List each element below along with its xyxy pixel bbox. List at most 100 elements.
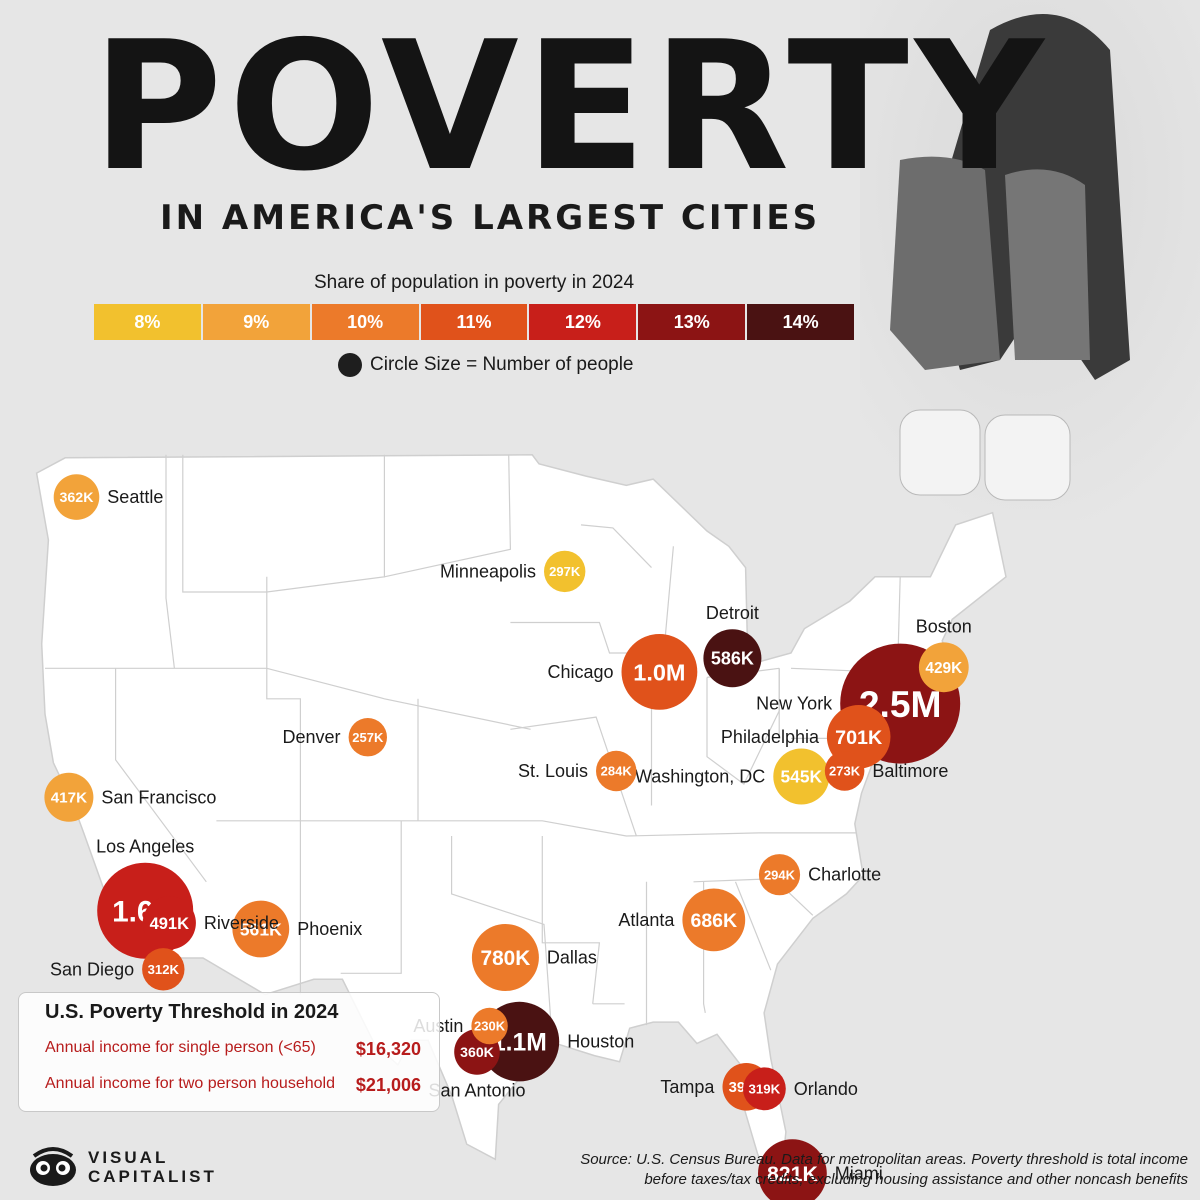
city-circle [232,900,290,958]
city-marker: 312K San Diego [50,948,185,991]
city-name-label: Riverside [204,913,279,933]
threshold-title: U.S. Poverty Threshold in 2024 [45,1001,339,1023]
city-circle [348,718,387,757]
city-circle [743,1067,786,1111]
city-name-label: Miami [835,1164,883,1184]
size-legend-label: Circle Size = Number of people [370,354,634,375]
city-value-label: 297K [549,564,581,579]
city-value-label: 362K [60,490,95,506]
threshold-row-single: Annual income for single person (<65) $1… [45,1039,421,1060]
city-value-label: 257K [352,730,384,745]
city-marker: 319K Orlando [743,1067,858,1111]
city-value-label: 319K [749,1082,781,1097]
city-value-label: 284K [601,764,633,779]
city-circle [773,748,830,805]
city-value-label: 294K [764,867,796,882]
city-marker: 780K Dallas [471,924,597,991]
city-circle [471,924,539,991]
city-marker: 362K Seattle [53,474,163,520]
state-border [384,454,512,578]
city-circle [621,634,698,710]
city-name-label: Chicago [547,662,613,682]
person-photo [860,0,1200,520]
city-circle [44,772,94,822]
city-marker: 257K Denver [282,718,387,757]
city-value-label: 312K [148,962,180,977]
state-border [580,524,652,569]
city-name-label: Orlando [794,1079,858,1099]
state-border [266,576,301,995]
state-border [734,881,772,971]
city-circle [53,474,100,520]
city-circle [682,888,746,952]
city-value-label: 491K [150,915,190,933]
city-value-label: 429K [925,660,962,677]
threshold-amount: $21,006 [355,1075,421,1095]
city-value-label: 561K [240,919,282,939]
city-value-label: 686K [690,910,737,932]
logo-line-1: VISUAL [88,1148,169,1167]
threshold-label: Annual income for single person (<65) [45,1039,316,1056]
state-border [182,454,385,593]
city-value-label: 360K [460,1044,495,1060]
legend-bin: 12% [529,304,637,340]
city-value-label: 545K [781,767,823,787]
city-circle [596,750,637,792]
state-border [541,836,601,1004]
city-value-label: 417K [51,790,87,807]
city-marker: 273K Baltimore [824,751,948,791]
source-line-2: before taxes/tax credits, excluding hous… [644,1171,1188,1188]
legend-bin: 8% [94,304,201,340]
legend-bin: 10% [311,304,419,340]
city-value-label: 230K [474,1019,506,1034]
city-circle [758,1139,827,1200]
city-name-label: New York [756,694,833,714]
city-marker: 429K Boston [916,616,972,693]
city-name-label: San Antonio [428,1081,525,1101]
city-name-label: Minneapolis [440,561,536,581]
state-border [115,668,207,883]
city-marker: 545K Washington, DC [635,748,830,805]
city-value-label: 1.0M [633,659,685,685]
city-value-label: 780K [481,947,531,970]
city-circle [471,1007,508,1045]
city-name-label: Dallas [547,948,597,968]
state-border [510,716,637,837]
city-name-label: San Diego [50,959,134,979]
logo-line-2: CAPITALIST [88,1167,217,1186]
size-legend: Circle Size = Number of people [338,352,634,378]
visual-capitalist-logo: VISUAL CAPITALIST [28,1146,217,1188]
state-border [340,820,402,974]
city-marker: 417K San Francisco [44,772,216,822]
city-name-label: Atlanta [618,910,675,930]
city-marker: 586K Detroit [703,603,762,688]
city-marker: 294K Charlotte [758,854,881,896]
city-marker: 561K Phoenix [232,900,362,958]
city-name-label: Detroit [706,603,759,623]
threshold-row-household: Annual income for two person household $… [45,1075,421,1096]
city-value-label: 586K [711,649,754,669]
city-circle [824,751,865,791]
poverty-threshold-box: U.S. Poverty Threshold in 2024 Annual in… [18,992,440,1112]
city-circle [758,854,801,896]
state-border [216,820,857,837]
city-value-label: 701K [835,727,883,749]
city-name-label: Houston [567,1032,634,1052]
logo-icon [30,1147,76,1186]
city-marker: 491K Riverside [142,896,279,950]
state-border [165,454,175,669]
city-marker: 821K Miami [758,1139,883,1200]
city-circle [142,896,196,950]
page-title: POVERTY [92,3,1050,210]
circle-size-icon [338,353,362,377]
city-name-label: Boston [916,616,972,636]
city-value-label: 821K [767,1162,819,1186]
city-value-label: 273K [829,764,861,779]
threshold-label: Annual income for two person household [45,1075,335,1092]
city-name-label: Seattle [107,487,163,507]
city-name-label: Washington, DC [635,767,765,787]
city-name-label: Philadelphia [721,727,820,747]
legend-bin: 9% [202,304,310,340]
city-name-label: St. Louis [518,761,588,781]
